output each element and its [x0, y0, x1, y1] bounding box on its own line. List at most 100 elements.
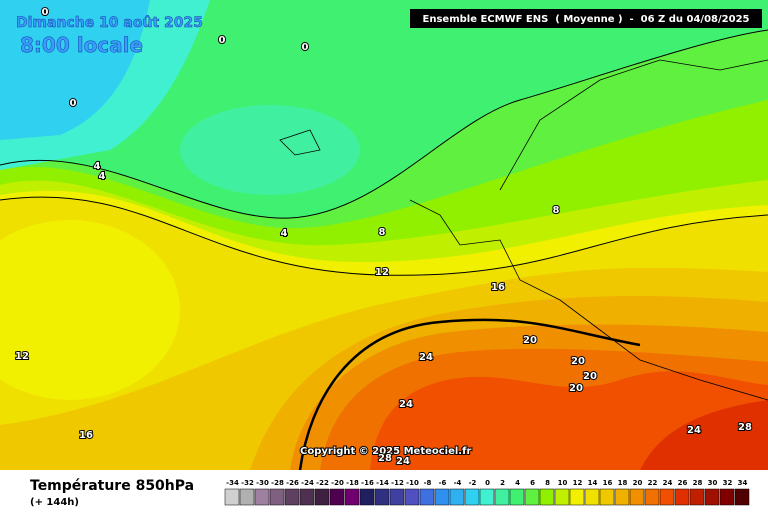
legend-tick-label: -6	[439, 479, 447, 487]
legend-swatch	[494, 488, 510, 506]
legend-tick-label: -28	[271, 479, 284, 487]
legend-tick-label: -22	[316, 479, 329, 487]
contour-label: 4	[94, 161, 101, 172]
model-info: Ensemble ECMWF ENS ( Moyenne ) - 06 Z du…	[423, 14, 750, 25]
legend-swatch	[269, 488, 285, 506]
legend-tick-label: -12	[391, 479, 404, 487]
contour-label: 0	[70, 98, 77, 109]
contour-label: 24	[396, 456, 410, 467]
contour-label: 20	[523, 335, 537, 346]
legend-tick-label: -8	[424, 479, 432, 487]
legend-tick-label: 18	[618, 479, 628, 487]
legend-swatch	[524, 488, 540, 506]
legend-tick-label: -34	[226, 479, 239, 487]
legend-tick-label: 12	[573, 479, 583, 487]
legend-swatch	[539, 488, 555, 506]
legend-swatch	[314, 488, 330, 506]
legend-tick-label: 32	[723, 479, 733, 487]
legend-tick-label: -14	[376, 479, 389, 487]
legend-swatch	[359, 488, 375, 506]
legend-tick-label: 22	[648, 479, 658, 487]
contour-label: 0	[219, 35, 226, 46]
temperature-field	[0, 0, 768, 471]
legend-swatch	[299, 488, 315, 506]
legend-tick-label: -26	[286, 479, 299, 487]
legend-swatch	[509, 488, 525, 506]
legend-swatch	[374, 488, 390, 506]
legend-tick-label: 4	[515, 479, 520, 487]
contour-label: 4	[99, 171, 106, 182]
legend-tick-label: 24	[663, 479, 673, 487]
copyright: Copyright © 2025 Meteociel.fr	[300, 446, 471, 457]
contour-label: 20	[571, 356, 585, 367]
legend-swatch	[599, 488, 615, 506]
legend-swatch	[344, 488, 360, 506]
legend-swatch	[569, 488, 585, 506]
legend-tick-label: 28	[693, 479, 703, 487]
legend-tick-label: -20	[331, 479, 344, 487]
contour-label: 8	[553, 205, 560, 216]
contour-label: 24	[687, 425, 701, 436]
legend-swatch	[734, 488, 750, 506]
map-date: Dimanche 10 août 2025	[16, 15, 203, 31]
legend-swatch	[224, 488, 240, 506]
legend-swatch	[434, 488, 450, 506]
contour-label: 20	[583, 371, 597, 382]
legend-tick-label: -30	[256, 479, 269, 487]
legend-swatch	[479, 488, 495, 506]
legend-tick-label: 34	[738, 479, 748, 487]
contour-label: 24	[399, 399, 413, 410]
legend-tick-label: -2	[469, 479, 477, 487]
legend-swatch	[464, 488, 480, 506]
legend-swatch	[329, 488, 345, 506]
legend-swatch	[704, 488, 720, 506]
contour-label: 16	[491, 282, 505, 293]
contour-label: 0	[42, 7, 49, 18]
legend-swatch	[239, 488, 255, 506]
legend-tick-label: 10	[558, 479, 568, 487]
variable-name: Température 850hPa	[30, 478, 194, 494]
legend-tick-label: -4	[454, 479, 462, 487]
contour-label: 28	[378, 453, 392, 464]
contour-label: 4	[281, 228, 288, 239]
contour-label: 20	[569, 383, 583, 394]
contour-label: 24	[419, 352, 433, 363]
legend-swatch	[584, 488, 600, 506]
legend-tick-label: -18	[346, 479, 359, 487]
legend-swatch	[719, 488, 735, 506]
contour-label: 12	[375, 267, 389, 278]
legend-tick-label: 26	[678, 479, 688, 487]
legend-tick-label: 0	[485, 479, 490, 487]
model-box	[410, 9, 762, 28]
legend-swatch	[689, 488, 705, 506]
lead-time: (+ 144h)	[30, 497, 79, 508]
contour-label: 12	[15, 351, 29, 362]
map-time: 8:00 locale	[20, 33, 143, 57]
legend-tick-label: 16	[603, 479, 613, 487]
legend-swatch	[674, 488, 690, 506]
legend-swatch	[254, 488, 270, 506]
legend-tick-label: 14	[588, 479, 598, 487]
legend-tick-label: -32	[241, 479, 254, 487]
legend-tick-label: -16	[361, 479, 374, 487]
legend-tick-label: 20	[633, 479, 643, 487]
legend-tick-label: -24	[301, 479, 314, 487]
legend-tick-label: 30	[708, 479, 718, 487]
legend-tick-label: 2	[500, 479, 505, 487]
legend-swatch	[284, 488, 300, 506]
contour-label: 28	[738, 422, 752, 433]
legend-swatch	[419, 488, 435, 506]
contour-label: 16	[79, 430, 93, 441]
legend-swatch	[659, 488, 675, 506]
contour-label: 0	[302, 42, 309, 53]
legend-tick-label: 8	[545, 479, 550, 487]
legend-swatch	[614, 488, 630, 506]
legend-swatch	[389, 488, 405, 506]
legend-swatch	[644, 488, 660, 506]
legend-swatch	[629, 488, 645, 506]
legend-swatch	[554, 488, 570, 506]
legend-tick-label: -10	[406, 479, 419, 487]
legend-swatch	[404, 488, 420, 506]
legend-swatch	[449, 488, 465, 506]
